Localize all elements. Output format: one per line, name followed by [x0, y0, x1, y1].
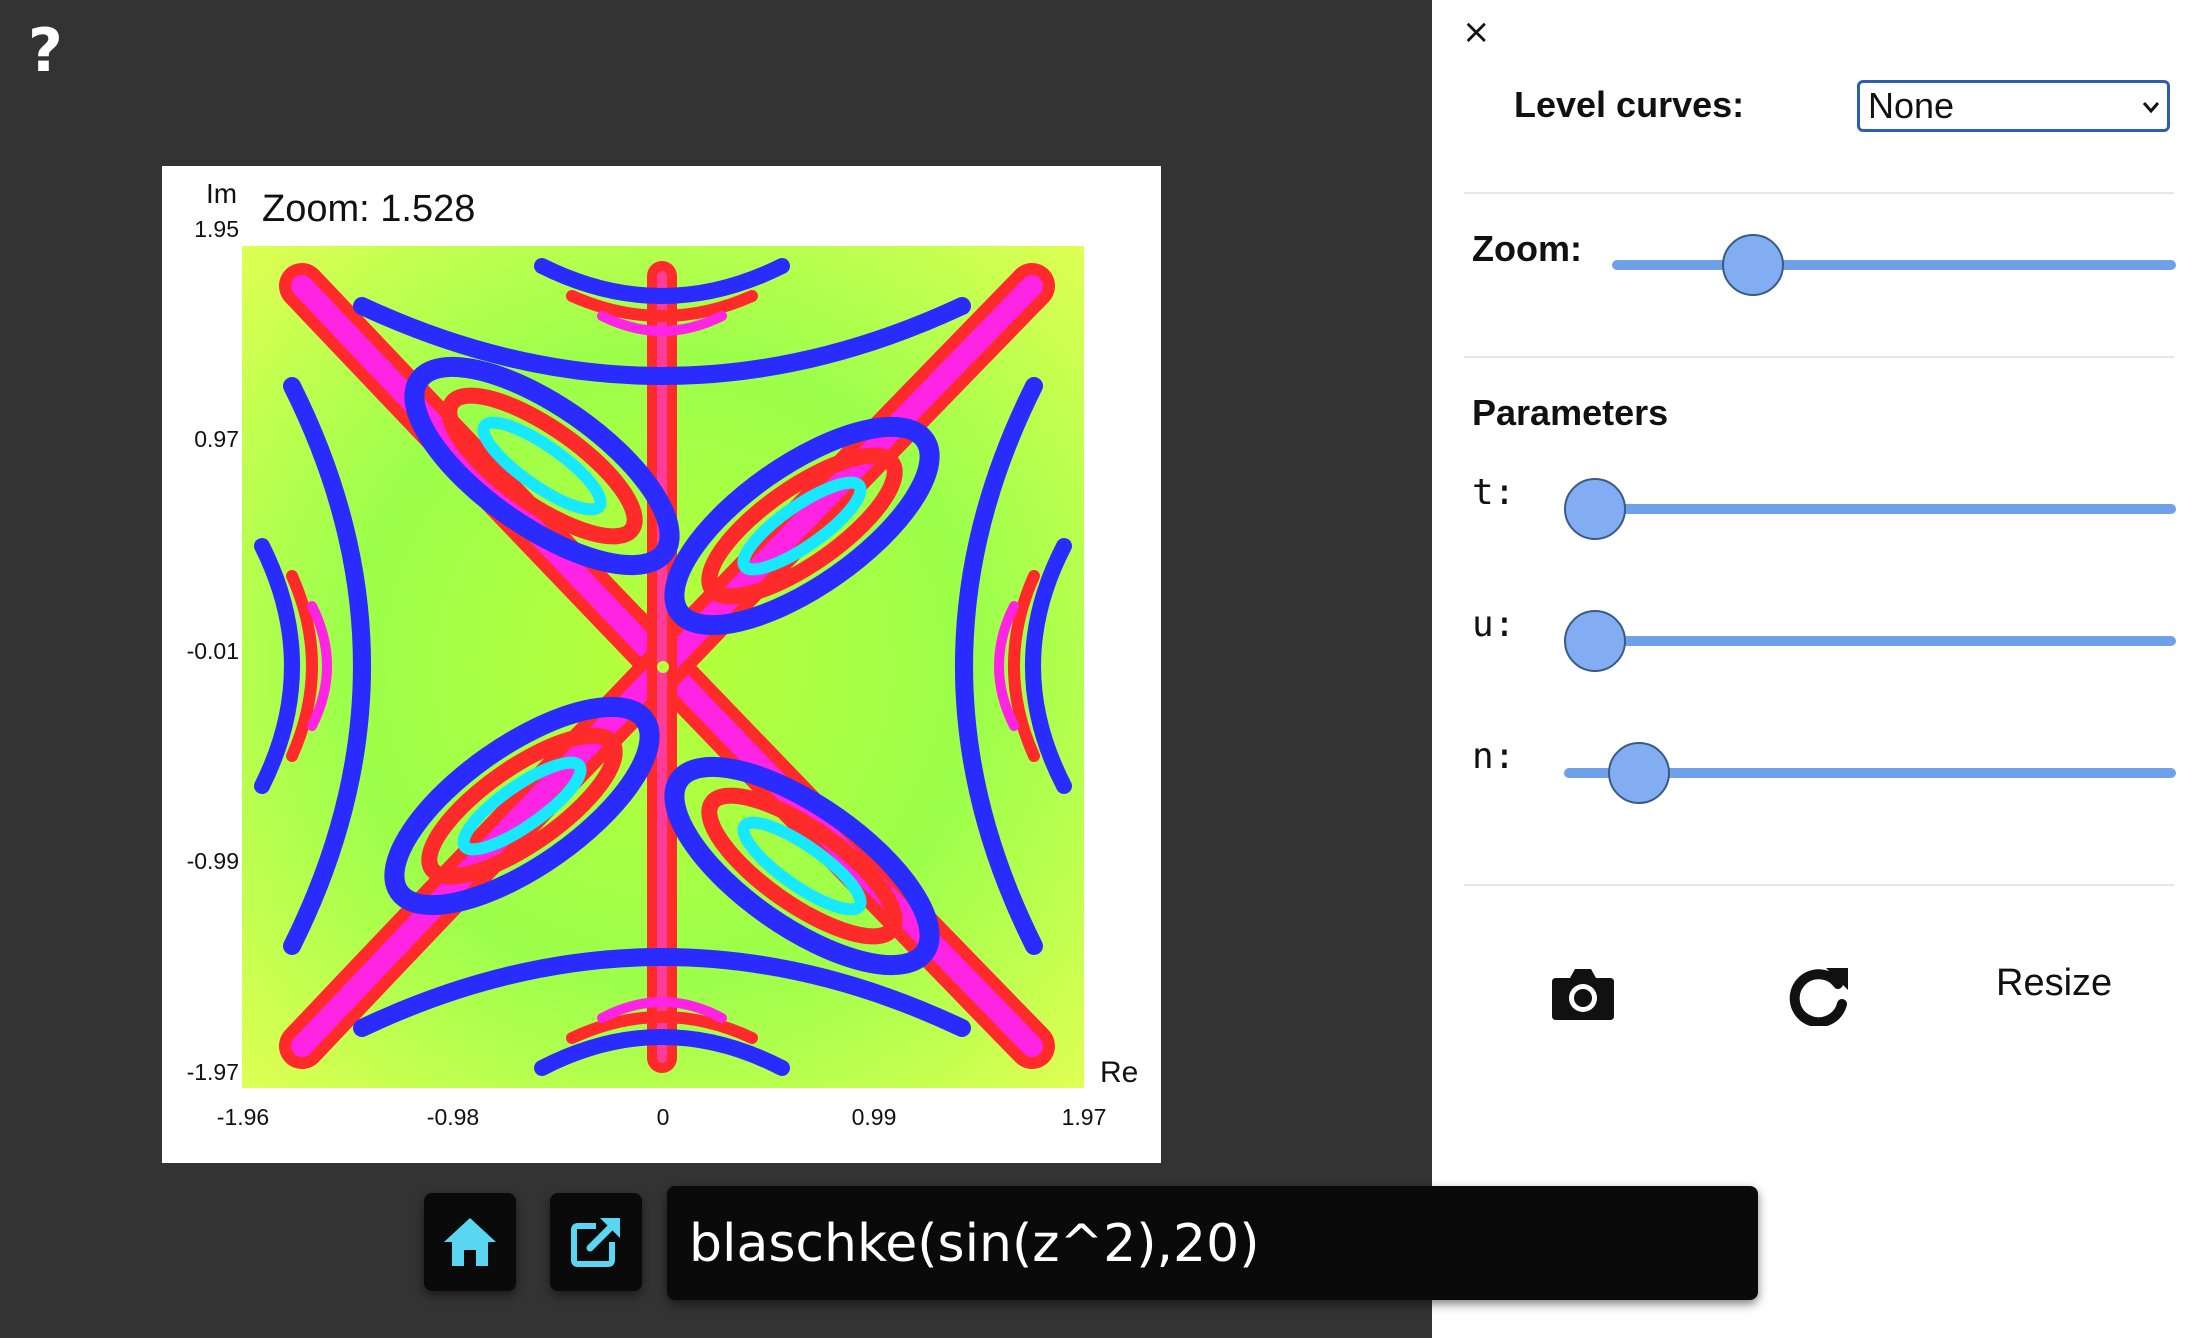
- y-tick-label: -0.99: [186, 848, 239, 874]
- formula-input[interactable]: blaschke(sin(z^2),20): [667, 1186, 1758, 1300]
- slider-thumb[interactable]: [1564, 478, 1626, 540]
- external-link-icon: [571, 1218, 620, 1267]
- level-curves-value: None: [1868, 85, 1955, 126]
- camera-icon[interactable]: [1550, 964, 1616, 1022]
- param-n-label: n:: [1472, 736, 1516, 777]
- resize-button[interactable]: Resize: [1996, 962, 2113, 1004]
- slider-thumb[interactable]: [1608, 742, 1670, 804]
- slider-thumb[interactable]: [1564, 610, 1626, 672]
- x-tick-label: -1.96: [216, 1104, 270, 1130]
- redo-icon[interactable]: [1788, 964, 1852, 1026]
- divider: [1464, 884, 2174, 886]
- plot-card: Im Zoom: 1.528 1.95 0.97 -0.01 -0.99 -1.…: [162, 166, 1161, 1163]
- y-tick-label: -0.01: [186, 638, 239, 664]
- chevron-down-icon: [2142, 102, 2160, 114]
- axis-re-label: Re: [1100, 1056, 1139, 1089]
- slider-track: [1612, 260, 2176, 270]
- slider-track: [1564, 636, 2176, 646]
- divider: [1464, 192, 2174, 194]
- home-button[interactable]: [424, 1193, 516, 1291]
- zoom-label: Zoom:: [1472, 228, 1582, 269]
- param-n-slider[interactable]: [1564, 742, 2176, 804]
- help-button[interactable]: ?: [28, 16, 63, 86]
- open-link-button[interactable]: [550, 1193, 642, 1291]
- slider-track: [1564, 504, 2176, 514]
- home-icon: [444, 1218, 496, 1266]
- level-curves-select[interactable]: None: [1857, 80, 2170, 132]
- slider-track: [1564, 768, 2176, 778]
- param-u-label: u:: [1472, 604, 1516, 645]
- x-tick-label: 1.97: [1061, 1104, 1107, 1130]
- close-button[interactable]: ×: [1462, 12, 1491, 52]
- level-curves-label: Level curves:: [1514, 84, 1745, 125]
- parameters-heading: Parameters: [1472, 392, 1669, 433]
- plot-stage: ? Im Zoom: 1.528 1.95 0.97 -0.01 -0.99 -…: [28, 16, 1161, 1163]
- settings-panel: × Level curves: None Zoom: Parameters t:…: [1432, 0, 2202, 1338]
- x-tick-label: 0.99: [851, 1104, 897, 1130]
- y-tick-label: -1.97: [186, 1059, 239, 1085]
- formula-text[interactable]: blaschke(sin(z^2),20): [689, 1214, 1260, 1274]
- y-tick-label: 0.97: [194, 426, 239, 452]
- param-t-label: t:: [1472, 472, 1516, 513]
- y-tick-label: 1.95: [194, 216, 239, 242]
- axis-im-label: Im: [206, 178, 238, 209]
- slider-thumb[interactable]: [1722, 234, 1785, 296]
- param-t-slider[interactable]: [1564, 478, 2176, 540]
- zoom-slider[interactable]: [1612, 234, 2176, 296]
- domain-coloring-plot[interactable]: [242, 246, 1084, 1088]
- x-tick-label: 0: [656, 1104, 670, 1130]
- x-tick-label: -0.98: [426, 1104, 480, 1130]
- param-u-slider[interactable]: [1564, 610, 2176, 672]
- divider: [1464, 356, 2174, 358]
- zoom-readout: Zoom: 1.528: [262, 188, 476, 230]
